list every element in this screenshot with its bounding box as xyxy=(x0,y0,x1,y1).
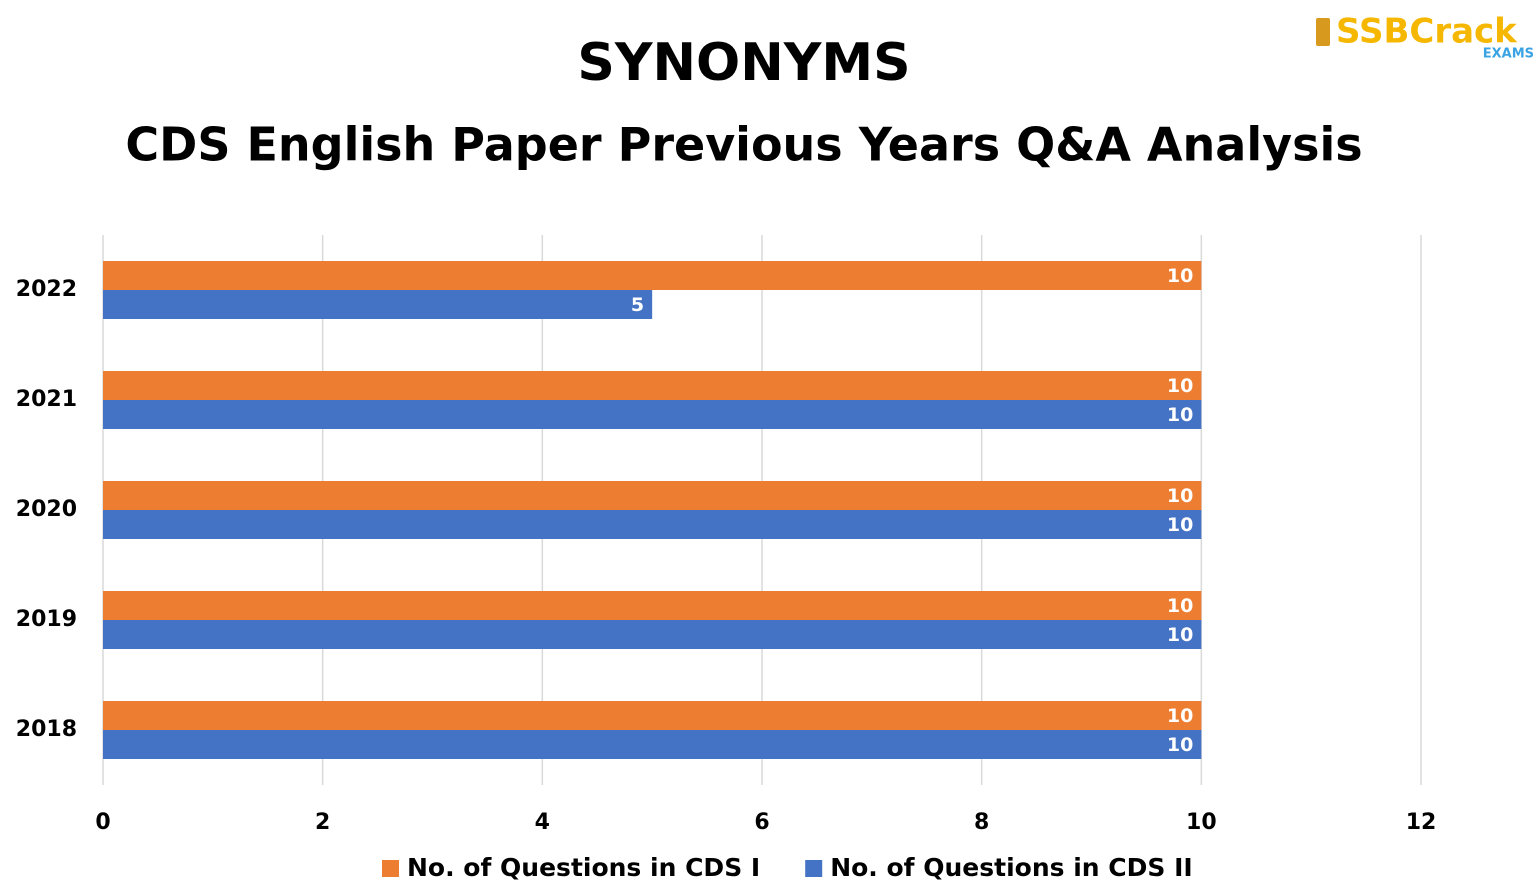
legend-label: No. of Questions in CDS II xyxy=(830,853,1193,882)
x-tick-label: 2 xyxy=(315,810,330,835)
data-label: 10 xyxy=(1167,705,1193,727)
data-label: 10 xyxy=(1167,375,1193,397)
bar xyxy=(103,481,1202,510)
bar xyxy=(103,701,1202,730)
x-tick-label: 4 xyxy=(535,810,550,835)
bar xyxy=(103,620,1202,649)
legend-swatch xyxy=(382,860,399,877)
y-tick-label: 2019 xyxy=(16,607,77,632)
data-label: 10 xyxy=(1167,404,1193,426)
x-tick-label: 6 xyxy=(754,810,769,835)
x-tick-label: 12 xyxy=(1406,810,1437,835)
data-label: 10 xyxy=(1167,734,1193,756)
data-label: 5 xyxy=(631,294,644,316)
y-tick-label: 2022 xyxy=(16,277,77,302)
bar xyxy=(103,400,1202,429)
bar xyxy=(103,290,653,319)
bar xyxy=(103,371,1202,400)
data-label: 10 xyxy=(1167,485,1193,507)
x-tick-label: 8 xyxy=(974,810,989,835)
data-label: 10 xyxy=(1167,595,1193,617)
legend: No. of Questions in CDS I No. of Question… xyxy=(382,853,1193,882)
logo-icon xyxy=(1316,18,1330,46)
legend-swatch xyxy=(805,860,823,877)
bar xyxy=(103,730,1202,759)
y-tick-label: 2021 xyxy=(16,387,77,412)
chart-subtitle: CDS English Paper Previous Years Q&A Ana… xyxy=(125,118,1362,172)
data-label: 10 xyxy=(1167,624,1193,646)
logo-tag: EXAMS xyxy=(1483,47,1534,62)
data-label: 10 xyxy=(1167,265,1193,287)
bar xyxy=(103,591,1202,620)
y-tick-label: 2018 xyxy=(16,717,77,742)
y-tick-label: 2020 xyxy=(16,497,77,522)
logo: SSBCrack EXAMS xyxy=(1316,12,1534,62)
x-tick-label: 0 xyxy=(95,810,110,835)
chart-title: SYNONYMS xyxy=(577,33,910,93)
bar xyxy=(103,510,1202,539)
legend-label: No. of Questions in CDS I xyxy=(407,853,760,882)
logo-name: SSBCrack xyxy=(1336,12,1518,52)
data-label: 10 xyxy=(1167,514,1193,536)
bar xyxy=(103,261,1202,290)
x-tick-label: 10 xyxy=(1186,810,1217,835)
